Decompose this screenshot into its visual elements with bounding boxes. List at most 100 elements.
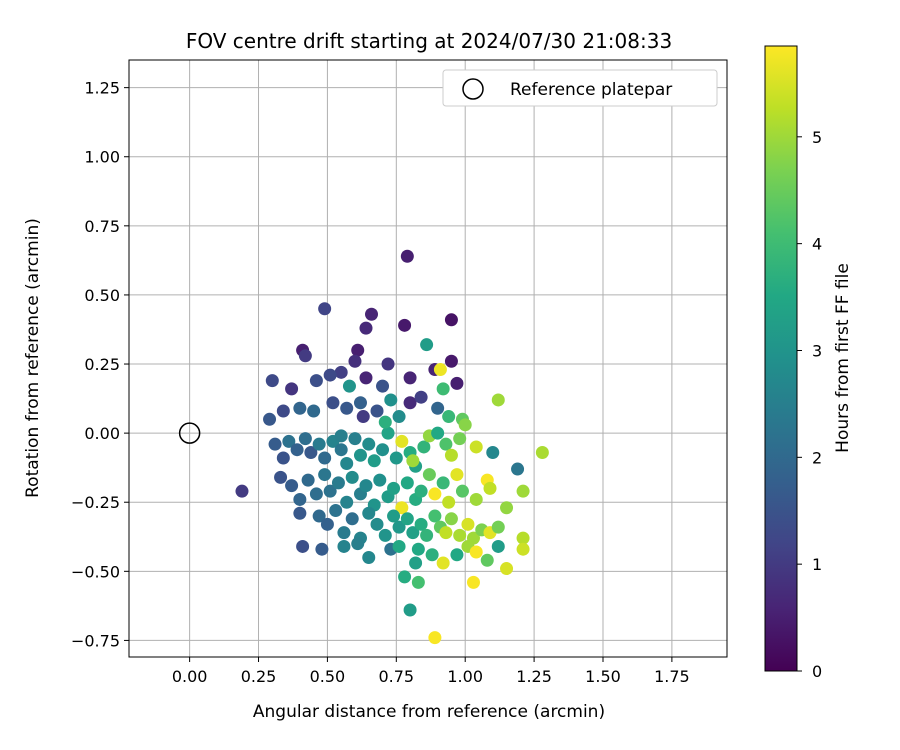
- data-point: [442, 495, 456, 509]
- data-point: [395, 434, 409, 448]
- data-point: [414, 484, 428, 498]
- data-point: [337, 526, 351, 540]
- data-point: [387, 481, 401, 495]
- data-point: [340, 457, 354, 471]
- y-axis-ticks: −0.75 −0.50 −0.25 0.00 0.25 0.50 0.75 1.00 1.25: [71, 79, 129, 650]
- data-point: [389, 451, 403, 465]
- plot-background: [129, 60, 727, 657]
- x-axis-label: Angular distance from reference (arcmin): [253, 702, 605, 722]
- data-point: [428, 631, 442, 645]
- y-tick-label: 0.25: [84, 355, 120, 374]
- data-point: [444, 512, 458, 526]
- data-point: [359, 371, 373, 385]
- colorbar-ticks: 0 1 2 3 4 5: [797, 128, 822, 681]
- data-point: [359, 479, 373, 493]
- colorbar-tick-label: 0: [812, 662, 822, 681]
- x-tick-label: 1.00: [447, 667, 483, 686]
- data-point: [323, 368, 337, 382]
- y-tick-label: −0.50: [71, 562, 120, 581]
- data-point: [293, 506, 307, 520]
- data-point: [444, 313, 458, 327]
- data-point: [469, 545, 483, 559]
- data-point: [348, 432, 362, 446]
- data-point: [483, 481, 497, 495]
- data-point: [342, 379, 356, 393]
- data-point: [420, 338, 434, 352]
- data-point: [414, 390, 428, 404]
- data-point: [331, 476, 345, 490]
- colorbar-gradient: [764, 45, 798, 672]
- data-point: [318, 468, 332, 482]
- data-point: [511, 462, 525, 476]
- data-point: [285, 382, 299, 396]
- data-point: [309, 374, 323, 388]
- colorbar-tick-label: 5: [812, 128, 822, 147]
- data-point: [439, 526, 453, 540]
- data-point: [367, 454, 381, 468]
- data-point: [400, 249, 414, 263]
- data-point: [444, 354, 458, 368]
- data-point: [491, 520, 505, 534]
- data-point: [381, 357, 395, 371]
- y-tick-label: 0.00: [84, 424, 120, 443]
- data-point: [431, 401, 445, 415]
- data-point: [428, 487, 442, 501]
- data-point: [392, 410, 406, 424]
- data-point: [356, 410, 370, 424]
- data-point: [334, 443, 348, 457]
- colorbar-tick-label: 4: [812, 235, 822, 254]
- data-point: [378, 528, 392, 542]
- data-point: [455, 484, 469, 498]
- data-point: [500, 501, 514, 515]
- data-point: [362, 551, 376, 564]
- data-point: [420, 528, 434, 542]
- x-tick-label: 0.00: [172, 667, 208, 686]
- data-point: [274, 470, 288, 484]
- data-point: [334, 365, 348, 379]
- data-point: [425, 548, 439, 562]
- x-tick-label: 0.25: [241, 667, 277, 686]
- data-point: [406, 526, 420, 540]
- data-point: [351, 537, 365, 551]
- data-point: [428, 509, 442, 523]
- data-point: [298, 349, 312, 363]
- y-tick-label: 0.75: [84, 217, 120, 236]
- data-point: [298, 432, 312, 446]
- plot-frame: [128, 59, 728, 658]
- data-point: [450, 548, 464, 562]
- data-point: [359, 321, 373, 335]
- data-point: [345, 470, 359, 484]
- data-point: [384, 393, 398, 407]
- x-axis-ticks: 0.00 0.25 0.50 0.75 1.00 1.25 1.50 1.75: [172, 657, 690, 686]
- data-point: [353, 448, 367, 462]
- data-point: [403, 371, 417, 385]
- data-point: [345, 512, 359, 526]
- data-point: [535, 445, 549, 459]
- x-tick-label: 1.50: [585, 667, 621, 686]
- data-point: [516, 542, 530, 556]
- data-point: [309, 487, 323, 501]
- data-point: [334, 429, 348, 443]
- reference-platepar-marker: [178, 422, 201, 444]
- data-point: [235, 484, 249, 498]
- data-point: [444, 448, 458, 462]
- data-point: [362, 437, 376, 451]
- data-point: [268, 437, 282, 451]
- data-point: [400, 476, 414, 490]
- data-point: [378, 415, 392, 429]
- data-point: [329, 504, 343, 518]
- data-point: [433, 363, 447, 377]
- legend-box: [442, 69, 718, 107]
- data-point: [406, 454, 420, 468]
- data-point: [461, 517, 475, 531]
- y-tick-label: 1.00: [84, 148, 120, 167]
- legend-marker-icon: [462, 78, 484, 100]
- data-point: [414, 517, 428, 531]
- data-point: [500, 562, 514, 576]
- data-point: [516, 484, 530, 498]
- data-point: [516, 531, 530, 545]
- data-point: [318, 451, 332, 465]
- grid: [129, 60, 727, 657]
- data-point: [315, 542, 329, 556]
- legend: Reference platepar: [442, 69, 718, 107]
